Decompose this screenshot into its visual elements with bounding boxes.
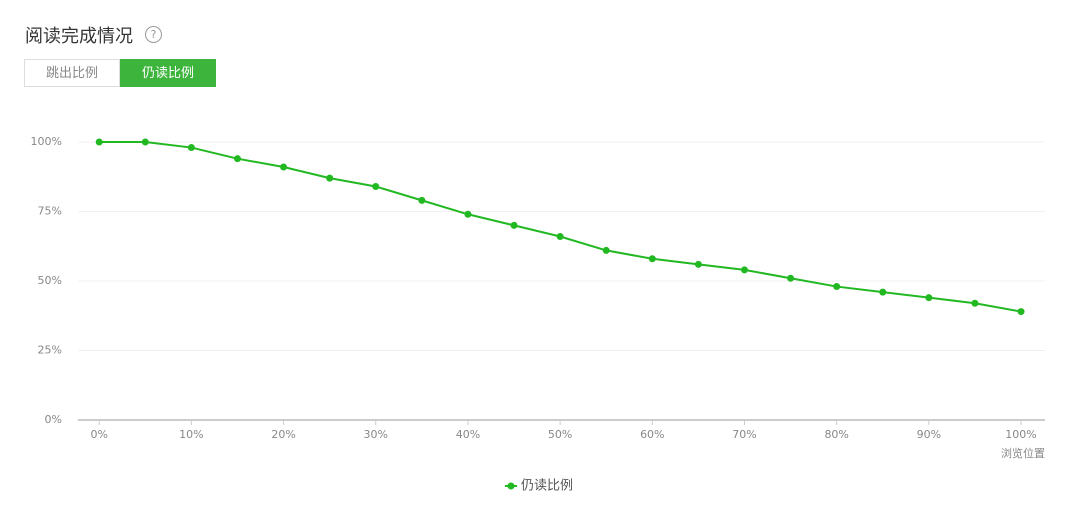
y-tick-label: 25% bbox=[38, 344, 62, 357]
x-axis-label: 浏览位置 bbox=[1001, 446, 1045, 460]
data-point bbox=[602, 246, 610, 254]
x-tick-label: 20% bbox=[271, 428, 295, 441]
legend-label: 仍读比例 bbox=[521, 479, 573, 494]
y-tick-label: 100% bbox=[31, 135, 62, 148]
data-point bbox=[510, 221, 518, 229]
data-point bbox=[187, 144, 195, 152]
data-point bbox=[464, 210, 472, 218]
data-point bbox=[740, 266, 748, 274]
data-point bbox=[372, 182, 380, 190]
y-tick-label: 75% bbox=[38, 205, 62, 218]
x-tick-label: 0% bbox=[90, 428, 107, 441]
data-point bbox=[648, 255, 656, 263]
data-point bbox=[95, 138, 103, 146]
tab[interactable]: 跳出比例 bbox=[24, 59, 120, 87]
x-tick-label: 60% bbox=[640, 428, 664, 441]
data-point bbox=[326, 174, 334, 182]
y-tick-label: 50% bbox=[38, 274, 62, 287]
x-tick-label: 40% bbox=[456, 428, 480, 441]
page-title: 阅读完成情况 bbox=[25, 26, 133, 47]
legend-dot bbox=[507, 482, 515, 490]
data-point bbox=[925, 294, 933, 302]
data-point bbox=[833, 283, 841, 291]
x-tick-label: 10% bbox=[179, 428, 203, 441]
data-line bbox=[99, 141, 1022, 313]
data-point bbox=[556, 233, 564, 241]
help-icon[interactable]: ? bbox=[145, 26, 162, 43]
tabs: 跳出比例 仍读比例 bbox=[24, 59, 216, 87]
x-tick-label: 50% bbox=[548, 428, 572, 441]
data-point bbox=[280, 163, 288, 171]
data-point bbox=[418, 196, 426, 204]
x-tick-label: 80% bbox=[824, 428, 848, 441]
data-point bbox=[971, 299, 979, 307]
data-point bbox=[1017, 308, 1025, 316]
x-tick-label: 30% bbox=[364, 428, 388, 441]
x-tick-label: 90% bbox=[917, 428, 941, 441]
data-point bbox=[233, 155, 241, 163]
tab[interactable]: 仍读比例 bbox=[120, 59, 216, 87]
data-point bbox=[879, 288, 887, 296]
x-tick-label: 100% bbox=[1005, 428, 1036, 441]
data-point bbox=[694, 260, 702, 268]
data-point bbox=[787, 274, 795, 282]
y-tick-label: 0% bbox=[45, 413, 62, 426]
x-tick-label: 70% bbox=[732, 428, 756, 441]
data-point bbox=[141, 138, 149, 146]
